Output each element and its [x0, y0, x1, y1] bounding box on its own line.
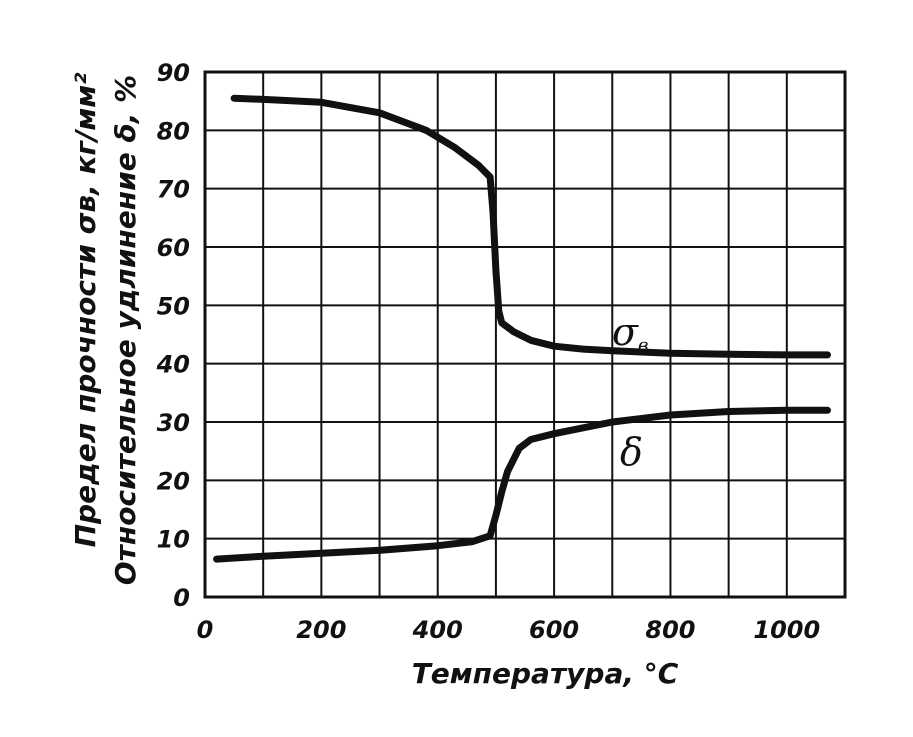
y-tick-label: 30: [157, 409, 190, 437]
y-tick-label: 80: [157, 117, 190, 145]
sigma-label-sub: в: [638, 335, 648, 356]
y-tick-label: 20: [157, 467, 190, 495]
delta-curve-label: δ: [620, 430, 643, 474]
series-layer: [213, 94, 831, 563]
grid: [205, 72, 845, 597]
y-tick-label: 50: [157, 292, 190, 320]
sigma-label-main: σ: [612, 310, 639, 354]
y-tick-label: 40: [156, 351, 190, 379]
x-tick-labels: 0 200 400 600 800 1000: [197, 616, 821, 644]
plot-frame: [203, 70, 847, 599]
x-tick-label: 0: [197, 616, 214, 644]
y-tick-label: 70: [157, 176, 190, 204]
y-axis-title-strength: Предел прочности σв, кг/мм²: [69, 72, 102, 547]
y-tick-label: 10: [157, 526, 190, 554]
x-tick-label: 400: [412, 616, 463, 644]
y-tick-label: 60: [157, 234, 190, 262]
sigma-curve-label: σв: [612, 310, 648, 356]
y-tick-labels: 0 10 20 30 40 50 60 70 80 90: [156, 59, 190, 612]
x-tick-label: 600: [529, 616, 579, 644]
x-tick-label: 200: [296, 616, 346, 644]
x-axis-title: Температура, °С: [412, 657, 679, 690]
elongation-curve: [213, 406, 831, 563]
x-tick-label: 800: [645, 616, 695, 644]
strength-curve: [230, 94, 831, 359]
y-tick-label: 90: [157, 59, 190, 87]
x-tick-label: 1000: [753, 616, 820, 644]
y-axis-title-elongation: Относительное удлинение δ, %: [109, 75, 142, 585]
y-tick-label: 0: [173, 584, 190, 612]
